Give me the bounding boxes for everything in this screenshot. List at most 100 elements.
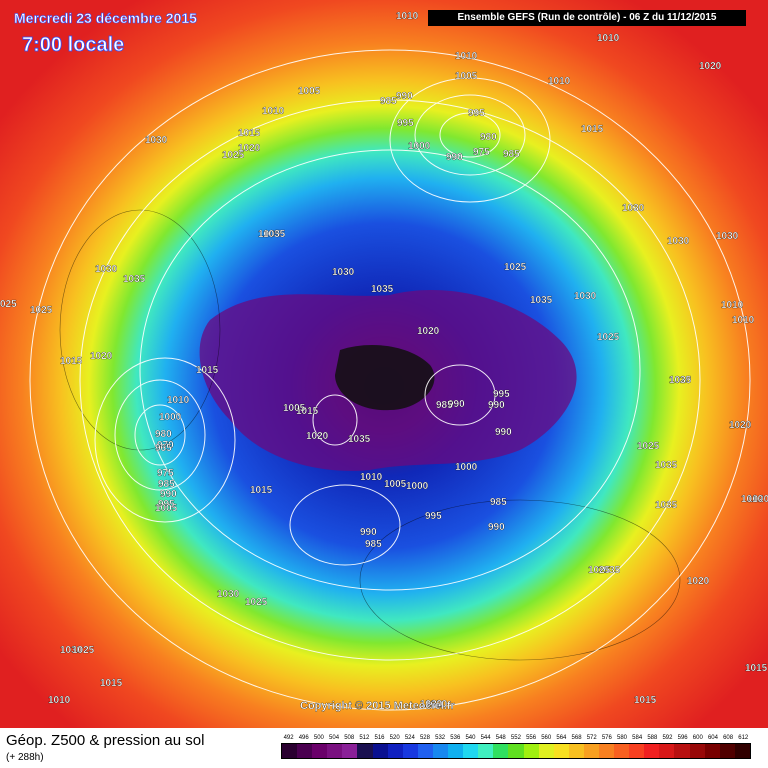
scale-label: 572 xyxy=(586,735,597,741)
isobar-pressure-label: 1025 xyxy=(504,262,527,273)
scale-swatch xyxy=(372,744,388,758)
scale-swatch xyxy=(297,744,313,758)
scale-label: 592 xyxy=(662,735,673,741)
isobar-lines xyxy=(29,49,751,711)
isobar-pressure-label: 990 xyxy=(488,522,505,533)
isobar-pressure-label: 995 xyxy=(158,499,175,510)
scale-swatch xyxy=(704,744,720,758)
scale-swatch xyxy=(553,744,569,758)
scale-swatch xyxy=(719,744,735,758)
isobar-pressure-label: 1035 xyxy=(263,229,286,240)
color-scale: 492 496 500 504 508 512 516 520 524 528 532 536 540 5… xyxy=(281,733,751,759)
scale-label: 588 xyxy=(647,735,658,741)
isobar-pressure-label: 1015 xyxy=(581,124,604,135)
scale-label: 600 xyxy=(692,735,703,741)
isobar-pressure-label: 1030 xyxy=(574,291,597,302)
isobar-pressure-label: 1010 xyxy=(597,33,620,44)
isobar-pressure-label: 1015 xyxy=(634,695,657,706)
scale-label: 500 xyxy=(313,735,324,741)
isobar-pressure-label: 1020 xyxy=(669,375,692,386)
scale-swatch xyxy=(583,744,599,758)
scale-swatch xyxy=(493,744,509,758)
isobar-pressure-label: 995 xyxy=(397,118,414,129)
isobar-pressure-label: 1020 xyxy=(417,326,440,337)
copyright-notice: Copyright © 2015 Meteociel.fr xyxy=(300,700,455,712)
isobar-pressure-label: 990 xyxy=(495,427,512,438)
isobar-pressure-label: 1035 xyxy=(348,434,371,445)
isobar-pressure-label: 1030 xyxy=(667,236,690,247)
isobar-pressure-label: 1015 xyxy=(296,406,319,417)
isobar-pressure-label: 1035 xyxy=(371,284,394,295)
isobar-pressure-label: 1005 xyxy=(384,479,407,490)
scale-label: 512 xyxy=(359,735,370,741)
isobar-pressure-label: 970 xyxy=(157,440,174,451)
isobar-pressure-label: 990 xyxy=(488,400,505,411)
scale-label: 520 xyxy=(389,735,400,741)
scale-label: 548 xyxy=(495,735,506,741)
isobar-pressure-label: 1035 xyxy=(655,460,678,471)
isobar-pressure-label: 1020 xyxy=(747,494,768,505)
scale-swatch xyxy=(598,744,615,758)
scale-swatch xyxy=(614,744,630,758)
isobar-pressure-label: 1025 xyxy=(222,150,245,161)
parameter-title: Géop. Z500 & pression au sol xyxy=(6,732,205,749)
scale-label: 564 xyxy=(556,735,567,741)
isobar-pressure-label: 1015 xyxy=(745,663,768,674)
isobar-pressure-label: 1010 xyxy=(721,300,744,311)
isobar-pressure-label: 1010 xyxy=(360,472,383,483)
scale-swatch xyxy=(523,744,539,758)
scale-swatch xyxy=(568,744,584,758)
isobar-pressure-label: 1020 xyxy=(90,351,113,362)
scale-swatch xyxy=(674,744,690,758)
isobar-pressure-label: 985 xyxy=(365,539,382,550)
coastline-hint-north-america xyxy=(59,209,221,451)
scale-label: 540 xyxy=(465,735,476,741)
scale-swatch xyxy=(659,744,675,758)
isobar-pressure-label: 1035 xyxy=(123,274,146,285)
isobar-pressure-label: 1020 xyxy=(425,699,448,710)
scale-swatch xyxy=(629,744,645,758)
scale-label: 580 xyxy=(617,735,628,741)
scale-swatch xyxy=(689,744,705,758)
scale-swatch xyxy=(342,744,358,758)
isobar-pressure-label: 1025 xyxy=(72,645,95,656)
isobar-pressure-label: 1015 xyxy=(238,128,261,139)
isobar-pressure-label: 1000 xyxy=(159,412,182,423)
isobar-pressure-label: 990 xyxy=(160,489,177,500)
isobar-pressure-label: 990 xyxy=(360,527,377,538)
isobar-pressure-label: 1010 xyxy=(48,695,71,706)
isobar-pressure-label: 1010 xyxy=(732,315,755,326)
isobar-pressure-label: 985 xyxy=(158,479,175,490)
scale-label: 544 xyxy=(480,735,491,741)
scale-label: 516 xyxy=(374,735,385,741)
isobar-pressure-label: 1010 xyxy=(741,494,764,505)
isobar-pressure-label: 980 xyxy=(155,429,172,440)
isobar-pressure-label: 985 xyxy=(503,149,520,160)
isobar-pressure-label: 1000 xyxy=(406,481,429,492)
scale-label: 496 xyxy=(298,735,309,741)
isobar-pressure-label: 1005 xyxy=(455,71,478,82)
isobar-pressure-label: 1025 xyxy=(637,441,660,452)
isobar-pressure-label: 1010 xyxy=(396,11,419,22)
isobar-pressure-label: 1025 xyxy=(597,332,620,343)
scale-label: 608 xyxy=(723,735,734,741)
isobar-pressure-label: 1035 xyxy=(669,375,692,386)
scale-label: 504 xyxy=(329,735,340,741)
isobar-pressure-label: 1035 xyxy=(655,500,678,511)
isobar-pressure-label: 1005 xyxy=(298,86,321,97)
isobar-pressure-label: 965 xyxy=(155,443,172,454)
isobar-pressure-label: 985 xyxy=(380,96,397,107)
isobar-pressure-label: 995 xyxy=(493,389,510,400)
isobar-pressure-label: 1025 xyxy=(245,597,268,608)
scale-label: 552 xyxy=(510,735,521,741)
isobar-pressure-label: 1025 xyxy=(588,565,611,576)
isobar-pressure-label: 1000 xyxy=(408,141,431,152)
isobar-pressure-label: 1035 xyxy=(598,565,621,576)
color-scale-labels: 492 496 500 504 508 512 516 520 524 528 532 536 540 5… xyxy=(281,733,751,743)
geopotential-core xyxy=(335,345,435,411)
isobar-pressure-label: 1035 xyxy=(530,295,553,306)
isobar-pressure-label: 985 xyxy=(490,497,507,508)
